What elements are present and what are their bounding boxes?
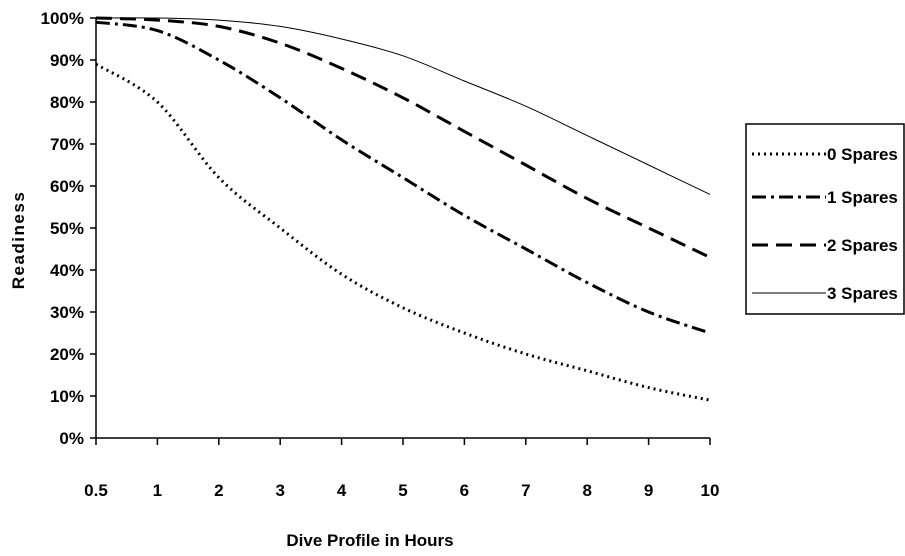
x-tick-label: 7	[521, 481, 530, 500]
y-tick-label: 50%	[50, 219, 84, 238]
y-tick-label: 20%	[50, 345, 84, 364]
x-tick-label: 0.5	[84, 481, 108, 500]
series-layer	[96, 18, 710, 400]
y-axis-ticks: 0% 10% 20% 30% 40% 50% 60% 70% 80% 90% 100%	[41, 9, 96, 448]
y-tick-label: 60%	[50, 177, 84, 196]
x-tick-label: 4	[337, 481, 347, 500]
y-tick-label: 30%	[50, 303, 84, 322]
x-tick-label: 3	[275, 481, 284, 500]
legend-label-1-spares: 1 Spares	[827, 188, 898, 207]
x-axis-title: Dive Profile in Hours	[286, 531, 453, 550]
y-tick-label: 90%	[50, 51, 84, 70]
x-tick-label: 9	[644, 481, 653, 500]
series-line-3-spares	[96, 18, 710, 195]
x-tick-label: 10	[701, 481, 720, 500]
x-tick-label: 5	[398, 481, 407, 500]
y-tick-label: 70%	[50, 135, 84, 154]
y-axis-title: Readiness	[9, 191, 28, 290]
y-tick-label: 100%	[41, 9, 84, 28]
x-axis-ticks: 0.5 1 2 3 4 5 6 7 8 9 10	[84, 438, 719, 500]
legend: 0 Spares 1 Spares 2 Spares 3 Spares	[746, 124, 904, 314]
x-tick-label: 6	[460, 481, 469, 500]
y-tick-label: 80%	[50, 93, 84, 112]
series-line-2-spares	[96, 18, 710, 257]
x-tick-label: 1	[153, 481, 162, 500]
series-line-0-spares	[96, 64, 710, 400]
legend-label-2-spares: 2 Spares	[827, 236, 898, 255]
legend-label-3-spares: 3 Spares	[827, 284, 898, 303]
x-tick-label: 2	[214, 481, 223, 500]
y-tick-label: 40%	[50, 261, 84, 280]
legend-label-0-spares: 0 Spares	[827, 145, 898, 164]
series-line-1-spares	[96, 22, 710, 333]
y-tick-label: 0%	[59, 429, 84, 448]
y-tick-label: 10%	[50, 387, 84, 406]
x-tick-label: 8	[582, 481, 591, 500]
